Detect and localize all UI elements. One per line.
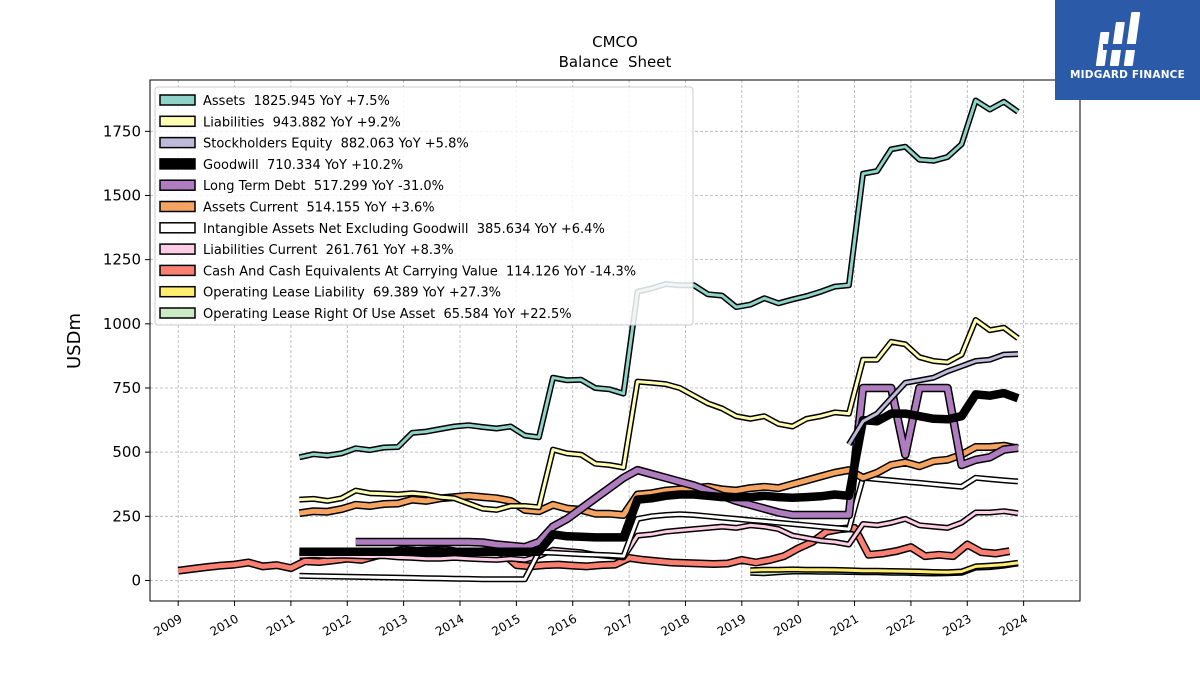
y-axis: 0 250 500 750 1000 1250 1500 1750 (103, 122, 150, 589)
y-tick-label: 500 (112, 443, 141, 461)
x-tick-label: 2012 (320, 611, 353, 638)
legend-label: Liabilities 943.882 YoY +9.2% (203, 115, 401, 130)
legend-box (154, 86, 694, 326)
liabilities-line-stroke (299, 318, 1019, 512)
liabilities-current-line (299, 508, 1019, 563)
intangible-assets-net-excluding-goodwill-line-stroke (299, 476, 1019, 581)
intangible-assets-net-excluding-goodwill-line (299, 474, 1019, 583)
legend-swatch (159, 285, 196, 298)
chart-subtitle: Balance Sheet (559, 53, 672, 71)
y-tick-label: 250 (112, 507, 141, 525)
legend-swatch (159, 222, 196, 234)
x-tick-label: 2018 (659, 611, 692, 638)
x-tick-label: 2017 (602, 611, 635, 638)
legend-label: Liabilities Current 261.761 YoY +8.3% (203, 243, 454, 258)
legend-label: Assets 1825.945 YoY +7.5% (203, 94, 390, 109)
goodwill-line-stroke (299, 390, 1019, 555)
legend-label: Assets Current 514.155 YoY +3.6% (203, 201, 435, 216)
goodwill-line (299, 388, 1020, 556)
x-tick-label: 2024 (997, 611, 1030, 638)
operating-lease-liability-line (750, 559, 1019, 576)
x-tick-label: 2021 (828, 611, 861, 638)
y-tick-label: 1250 (103, 251, 141, 269)
legend-swatch (159, 158, 196, 170)
legend-swatch (159, 264, 196, 277)
operating-lease-liability-line-stroke (750, 561, 1019, 574)
x-tick-label: 2009 (151, 611, 184, 638)
x-tick-label: 2010 (208, 611, 241, 638)
stockholders-equity-line-stroke (847, 352, 1019, 446)
legend-swatch (159, 200, 196, 213)
chart-title: CMCO (592, 33, 638, 51)
y-tick-label: 750 (112, 379, 141, 397)
x-tick-label: 2014 (433, 611, 466, 638)
logo-mark-icon (1095, 12, 1147, 66)
x-tick-label: 2016 (546, 611, 579, 638)
assets-current-line (298, 441, 1019, 519)
x-tick-label: 2022 (884, 611, 917, 638)
long-term-debt-line (355, 383, 1019, 552)
cash-and-cash-equivalents-at-carrying-value-line (177, 523, 1011, 575)
legend-swatch (159, 307, 196, 319)
y-tick-label: 1000 (103, 315, 141, 333)
stockholders-equity-line (846, 351, 1019, 446)
legend-label: Operating Lease Liability 69.389 YoY +27… (203, 286, 501, 301)
series-lines (177, 97, 1020, 583)
x-axis: 2009 2010 2011 2012 2013 2014 2015 2016 2017 2018… (151, 601, 1030, 639)
liabilities-line (299, 317, 1020, 513)
logo-text: MIDGARD FINANCE (1070, 69, 1185, 81)
plot-frame (149, 79, 1081, 602)
x-tick-label: 2020 (771, 611, 804, 638)
x-tick-label: 2013 (377, 611, 410, 638)
assets-current-line-stroke (299, 443, 1019, 518)
x-tick-label: 2011 (264, 611, 297, 638)
legend-label: Long Term Debt 517.299 YoY -31.0% (203, 179, 444, 194)
legend-swatch (159, 243, 196, 255)
legend-swatch (159, 136, 196, 149)
legend-label: Cash And Cash Equivalents At Carrying Va… (203, 264, 636, 279)
legend: Assets 1825.945 YoY +7.5% Liabilities 943… (154, 86, 694, 326)
x-tick-label: 2015 (489, 611, 522, 638)
x-tick-label: 2023 (940, 611, 973, 638)
x-tick-label: 2019 (715, 611, 748, 638)
cash-and-cash-equivalents-at-carrying-value-line-stroke (177, 525, 1010, 574)
y-tick-label: 1750 (103, 122, 141, 140)
brand-logo: MIDGARD FINANCE (1055, 0, 1200, 100)
legend-swatch (159, 115, 196, 128)
legend-label: Stockholders Equity 882.063 YoY +5.8% (203, 137, 469, 152)
legend-label: Goodwill 710.334 YoY +10.2% (203, 158, 403, 173)
legend-label: Intangible Assets Net Excluding Goodwill… (203, 222, 605, 237)
legend-swatch (159, 94, 196, 106)
legend-swatch (159, 179, 196, 191)
y-tick-label: 0 (131, 571, 141, 589)
y-axis-label: USDm (64, 313, 85, 369)
long-term-debt-line-stroke (355, 385, 1019, 550)
y-tick-label: 1500 (103, 186, 141, 204)
liabilities-current-line-stroke (299, 509, 1019, 562)
legend-label: Operating Lease Right Of Use Asset 65.58… (203, 307, 572, 322)
